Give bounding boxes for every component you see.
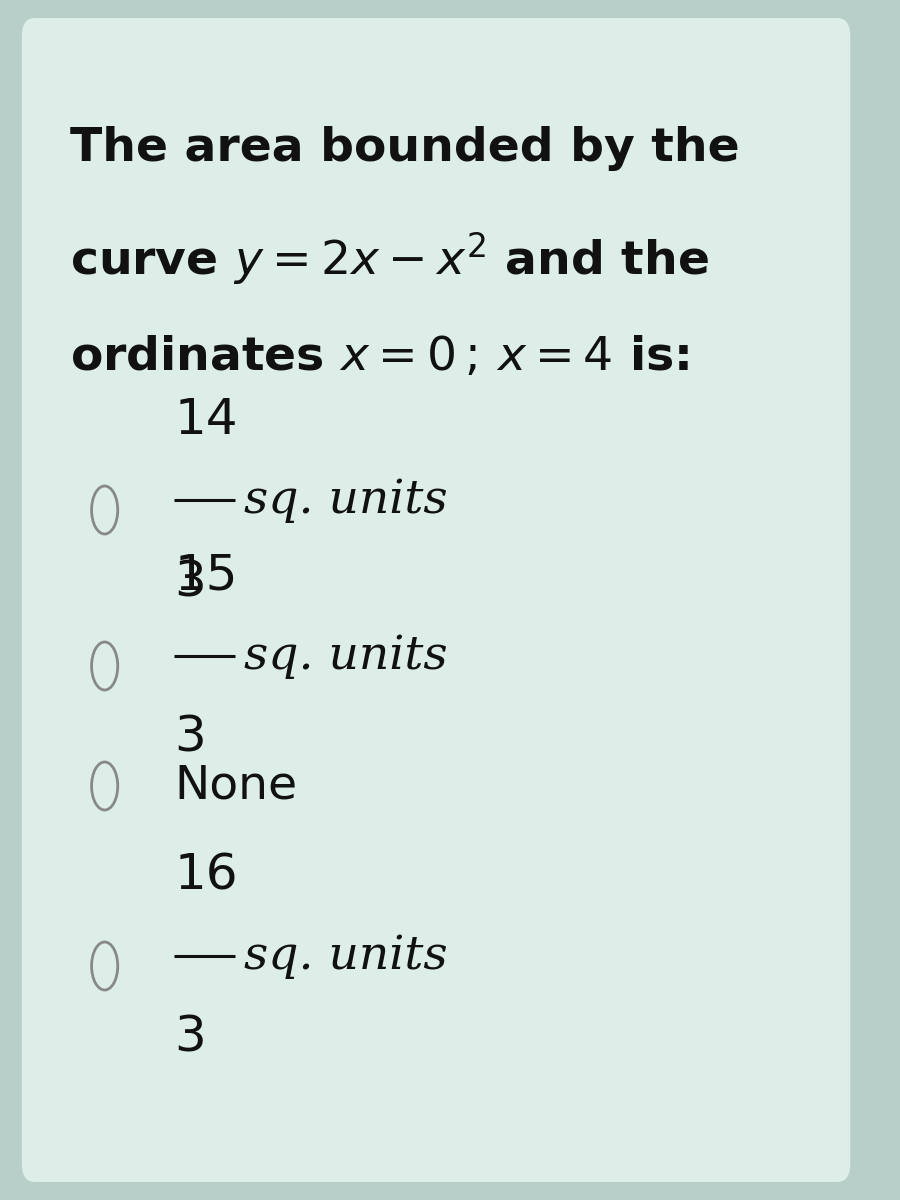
Text: 3: 3 xyxy=(175,714,206,762)
Text: 3: 3 xyxy=(175,558,206,606)
Text: sq. units: sq. units xyxy=(244,934,448,979)
Text: curve $y = 2x - x^2$ and the: curve $y = 2x - x^2$ and the xyxy=(70,230,708,287)
Text: 16: 16 xyxy=(175,852,238,900)
Text: The area bounded by the: The area bounded by the xyxy=(70,126,740,170)
Text: sq. units: sq. units xyxy=(244,634,448,679)
Text: sq. units: sq. units xyxy=(244,478,448,523)
Text: ordinates $x = 0\,;\, x = 4$ is:: ordinates $x = 0\,;\, x = 4$ is: xyxy=(70,335,689,379)
Text: 14: 14 xyxy=(175,396,238,444)
FancyBboxPatch shape xyxy=(22,18,850,1182)
Text: 3: 3 xyxy=(175,1014,206,1062)
Text: None: None xyxy=(175,763,298,809)
Text: 15: 15 xyxy=(175,552,238,600)
